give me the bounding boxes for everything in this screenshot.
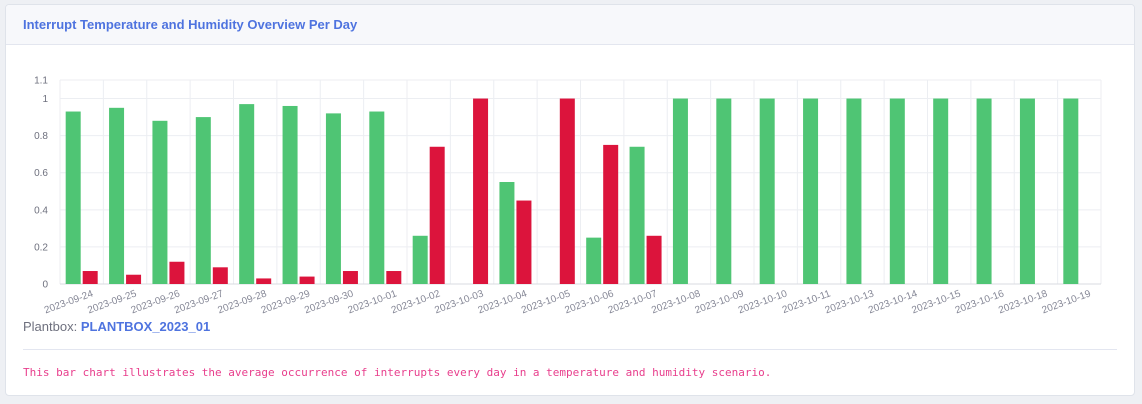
plantbox-value: PLANTBOX_2023_01	[80, 319, 211, 334]
y-tick-label: 0.2	[34, 242, 48, 253]
bar-green	[629, 146, 645, 284]
plantbox-info: Plantbox: PLANTBOX_2023_01	[23, 319, 210, 334]
y-tick-label: 0.4	[34, 205, 48, 216]
bar-green	[325, 113, 341, 284]
y-tick-label: 0	[42, 280, 48, 291]
bar-red	[646, 235, 662, 284]
bar-green	[499, 182, 515, 284]
bar-green	[109, 107, 125, 285]
bar-red	[126, 274, 142, 284]
chart-card: Interrupt Temperature and Humidity Overv…	[5, 4, 1135, 396]
bar-green	[369, 111, 385, 284]
y-tick-label: 0.6	[34, 168, 48, 179]
y-tick-label: 1	[42, 94, 48, 105]
bar-green	[759, 98, 775, 284]
bar-green	[716, 98, 732, 284]
y-tick-label: 0.8	[34, 131, 48, 142]
bar-red	[516, 200, 532, 284]
bar-red	[82, 271, 98, 284]
card-header: Interrupt Temperature and Humidity Overv…	[6, 5, 1134, 45]
bar-red	[342, 271, 358, 284]
bar-red	[386, 271, 402, 284]
bar-green	[889, 98, 905, 284]
plantbox-label: Plantbox:	[23, 319, 78, 334]
bar-green	[672, 98, 688, 284]
x-tick-label: 2023-10-19	[1041, 288, 1093, 315]
card-title: Interrupt Temperature and Humidity Overv…	[23, 17, 358, 32]
bar-green	[412, 235, 428, 284]
divider	[23, 349, 1117, 350]
bar-green	[586, 237, 602, 284]
bar-red	[473, 98, 489, 284]
bar-green	[976, 98, 992, 284]
bar-green	[1063, 98, 1079, 284]
bar-green	[846, 98, 862, 284]
bar-green	[239, 104, 255, 284]
bar-red	[559, 98, 575, 284]
bar-red	[603, 144, 619, 284]
bar-red	[429, 146, 445, 284]
bar-green	[933, 98, 949, 284]
bar-red	[256, 278, 272, 284]
bar-red	[299, 276, 315, 284]
bar-green	[803, 98, 819, 284]
bar-green	[282, 105, 298, 284]
bar-green	[65, 111, 81, 284]
y-tick-label: 1.1	[34, 76, 48, 87]
bar-chart: 00.20.40.60.811.12023-09-242023-09-25202…	[34, 76, 1102, 315]
bar-green	[1019, 98, 1035, 284]
chart-description: This bar chart illustrates the average o…	[23, 366, 772, 379]
bar-green	[195, 117, 211, 284]
x-tick-label: 2023-10-10	[737, 288, 789, 315]
bar-red	[169, 261, 185, 284]
bar-green	[152, 120, 168, 284]
bar-red	[212, 267, 228, 284]
